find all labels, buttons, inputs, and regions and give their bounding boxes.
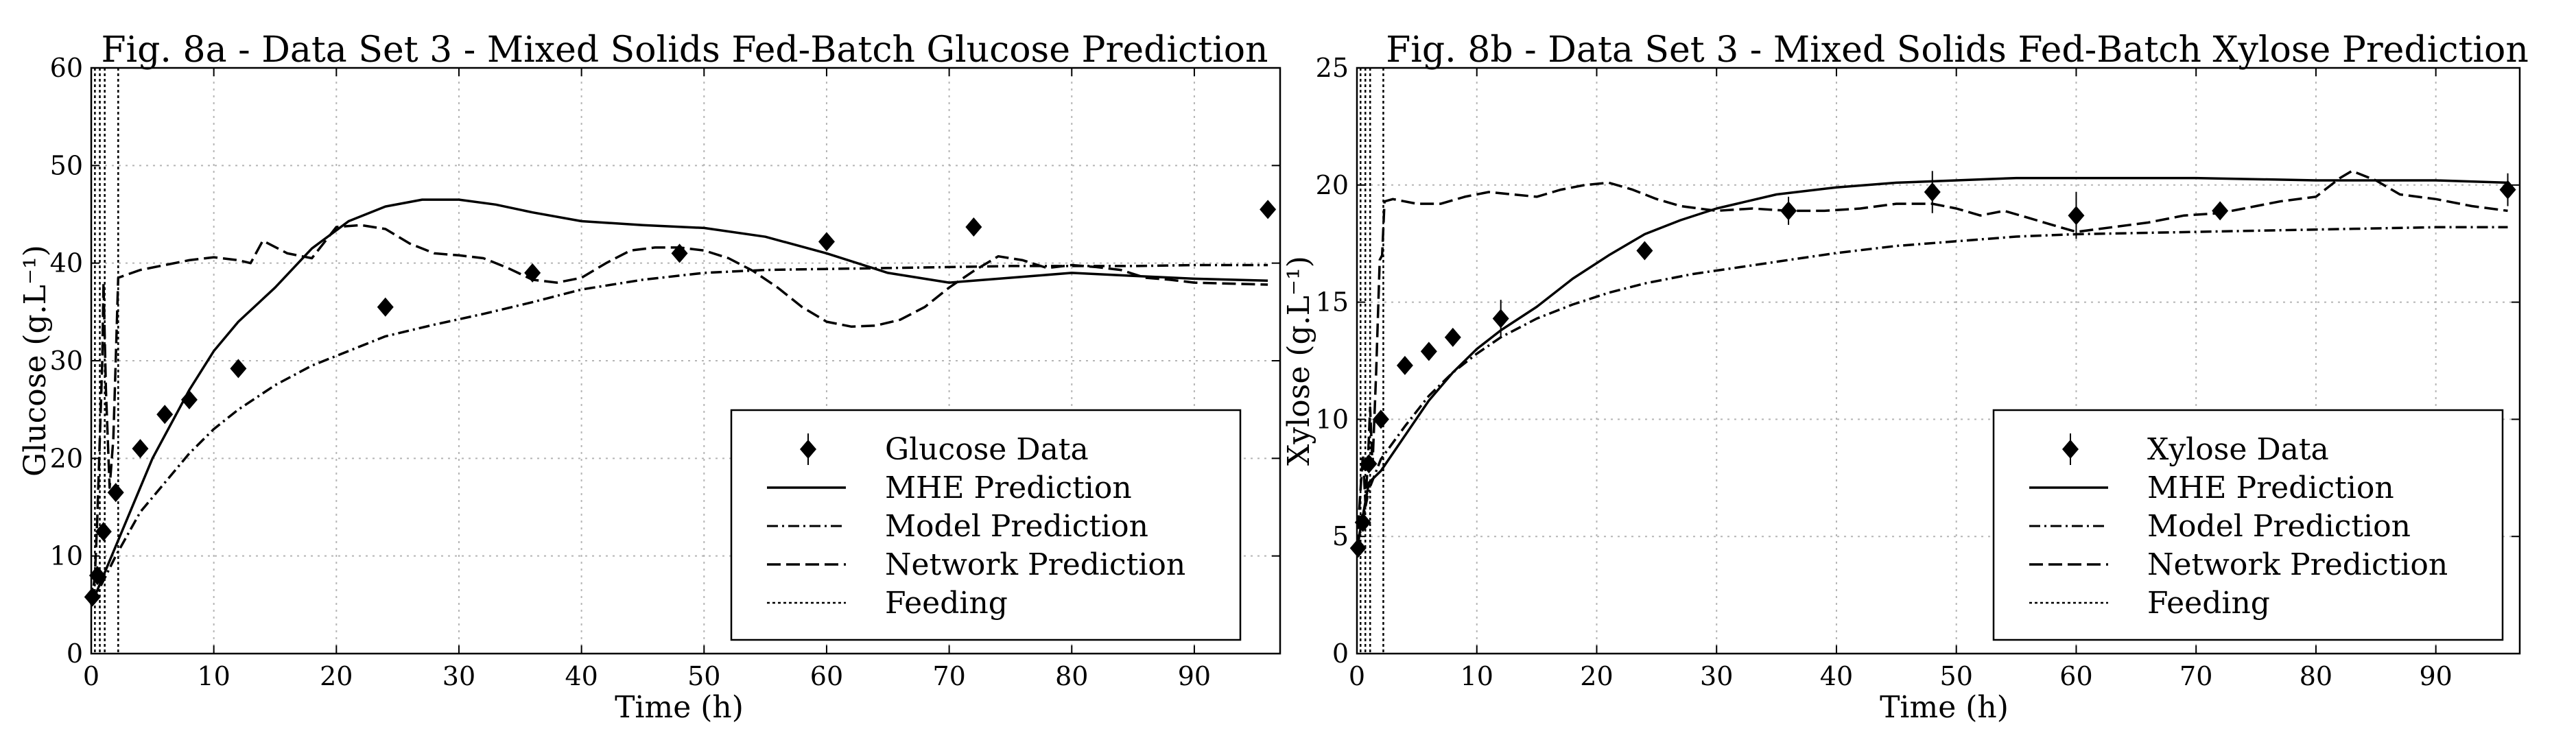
legend-label: Network Prediction: [2147, 547, 2448, 582]
x-tick-label: 80: [1055, 661, 1088, 691]
y-tick-label: 20: [50, 443, 83, 473]
y-tick-label: 50: [50, 150, 83, 180]
data-point: [818, 232, 835, 252]
data-point: [1372, 409, 1389, 429]
legend-label: Network Prediction: [885, 547, 1185, 582]
y-axis-label: Glucose (g.L⁻¹): [18, 245, 53, 477]
data-point: [95, 522, 112, 542]
y-tick-label: 15: [1316, 287, 1349, 318]
plot-frame: [1356, 67, 2521, 655]
y-tick-label: 10: [1316, 404, 1349, 434]
data-point: [1636, 241, 1653, 261]
x-tick-label: 80: [2300, 661, 2332, 691]
data-point: [132, 439, 149, 459]
series-line-dashed: [1356, 169, 2508, 549]
chart-title: Fig. 8a - Data Set 3 - Mixed Solids Fed-…: [101, 29, 1268, 71]
data-point: [377, 297, 394, 317]
x-tick-label: 30: [442, 661, 475, 691]
x-tick-label: 90: [1178, 661, 1211, 691]
x-tick-label: 20: [1580, 661, 1613, 691]
legend-item-mhe: MHE Prediction: [2029, 470, 2394, 505]
legend-item-model: Model Prediction: [767, 509, 1148, 544]
chart-title: Fig. 8b - Data Set 3 - Mixed Solids Fed-…: [1386, 29, 2529, 71]
legend-item-data: Glucose Data: [800, 432, 1089, 467]
x-tick-label: 0: [1349, 661, 1365, 691]
y-tick-label: 0: [67, 638, 83, 669]
legend-item-feeding: Feeding: [2029, 586, 2270, 621]
x-tick-label: 60: [2059, 661, 2092, 691]
y-tick-label: 40: [50, 248, 83, 278]
y-tick-label: 10: [50, 541, 83, 571]
data-point: [2212, 201, 2229, 221]
x-tick-label: 50: [687, 661, 720, 691]
legend-label: Feeding: [2147, 586, 2270, 621]
x-tick-label: 40: [1820, 661, 1853, 691]
chart-glucose: Fig. 8a - Data Set 3 - Mixed Solids Fed-…: [18, 29, 1281, 725]
legend-item-network: Network Prediction: [2029, 547, 2448, 582]
data-point: [2068, 206, 2085, 226]
axis-ticks: 0 10 20 30 40 50 60 70 80 90 0 5 10 15 20 25: [1316, 53, 2520, 691]
axis-ticks: 0 10 20 30 40 50 60 70 80 90 0 10 20 30 40 50 60: [50, 53, 1280, 691]
x-tick-label: 30: [1700, 661, 1733, 691]
series: [1349, 169, 2516, 558]
y-tick-label: 5: [1332, 521, 1349, 551]
legend: Xylose Data MHE Prediction Model Predict…: [1992, 409, 2504, 641]
legend-label: Model Prediction: [885, 509, 1148, 544]
legend-item-mhe: MHE Prediction: [767, 470, 1132, 505]
data-point: [156, 405, 174, 425]
data-point: [965, 217, 982, 237]
x-tick-label: 90: [2420, 661, 2453, 691]
legend-label: MHE Prediction: [2147, 470, 2394, 505]
data-point: [107, 483, 124, 503]
x-tick-label: 10: [1461, 661, 1493, 691]
y-tick-label: 25: [1316, 53, 1349, 83]
series-line-solid: [1356, 176, 2508, 549]
y-tick-label: 20: [1316, 170, 1349, 200]
series-line-dashed: [90, 224, 1268, 606]
data-point: [1492, 309, 1509, 329]
y-tick-label: 30: [50, 346, 83, 376]
x-tick-label: 0: [83, 661, 99, 691]
series: [84, 198, 1277, 607]
data-point: [1260, 200, 1277, 219]
y-tick-label: 60: [50, 53, 83, 83]
data-point: [230, 359, 247, 379]
series-line-dashdot: [90, 263, 1268, 606]
x-tick-label: 40: [565, 661, 598, 691]
legend-item-data: Xylose Data: [2062, 432, 2329, 467]
legend-item-network: Network Prediction: [767, 547, 1185, 582]
x-axis-label: Time (h): [1880, 690, 2009, 725]
y-axis-label: Xylose (g.L⁻¹): [1281, 256, 1316, 466]
y-tick-label: 0: [1332, 638, 1349, 669]
legend-label: Feeding: [885, 586, 1008, 621]
legend-label: Model Prediction: [2147, 509, 2411, 544]
legend: Glucose Data MHE Prediction Model Predic…: [730, 409, 1242, 641]
x-tick-label: 70: [2179, 661, 2212, 691]
series-line-dashdot: [1356, 226, 2508, 549]
feeding-lines: [1359, 68, 1384, 654]
x-axis-label: Time (h): [615, 690, 744, 725]
legend-item-model: Model Prediction: [2029, 509, 2411, 544]
x-tick-label: 70: [932, 661, 965, 691]
x-tick-label: 10: [197, 661, 230, 691]
data-point: [1924, 182, 1941, 202]
chart-xylose: Fig. 8b - Data Set 3 - Mixed Solids Fed-…: [1281, 29, 2529, 725]
x-tick-label: 20: [320, 661, 353, 691]
data-point: [1444, 327, 1461, 347]
x-tick-label: 50: [1940, 661, 1973, 691]
legend-item-feeding: Feeding: [767, 586, 1008, 621]
data-point: [1396, 355, 1413, 375]
x-tick-label: 60: [810, 661, 843, 691]
data-point: [1420, 342, 1437, 361]
legend-label: Xylose Data: [2147, 432, 2329, 467]
series-line-solid: [90, 198, 1268, 606]
legend-label: MHE Prediction: [885, 470, 1132, 505]
data-point: [180, 390, 198, 409]
legend-label: Glucose Data: [885, 432, 1089, 467]
